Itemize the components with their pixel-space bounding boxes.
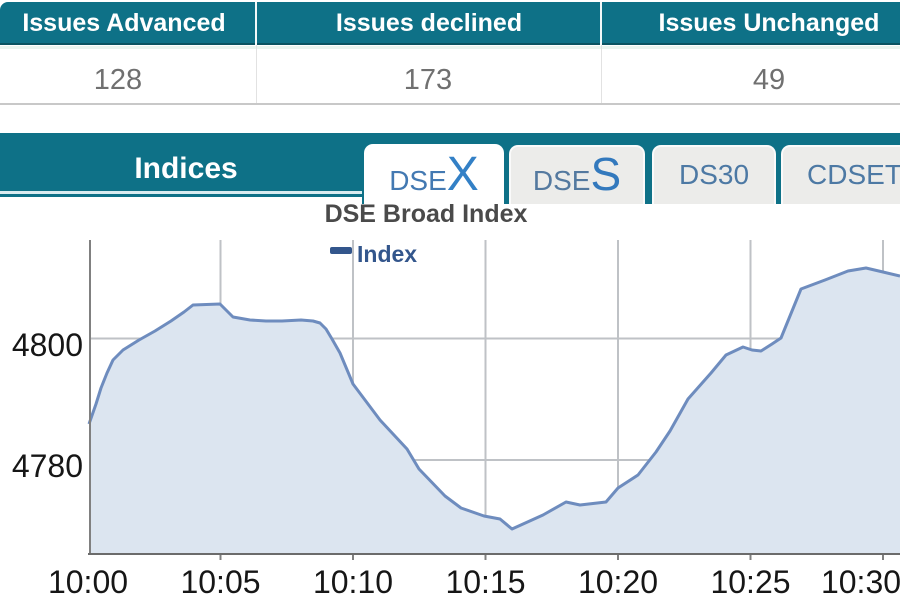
svg-text:10:05: 10:05: [180, 564, 260, 600]
svg-text:4800: 4800: [12, 327, 83, 363]
svg-text:10:00: 10:00: [48, 564, 128, 600]
svg-text:10:30: 10:30: [821, 564, 900, 600]
svg-text:4780: 4780: [12, 448, 83, 484]
svg-text:10:15: 10:15: [445, 564, 525, 600]
svg-text:10:20: 10:20: [578, 564, 658, 600]
svg-text:10:25: 10:25: [710, 564, 790, 600]
svg-text:10:10: 10:10: [313, 564, 393, 600]
